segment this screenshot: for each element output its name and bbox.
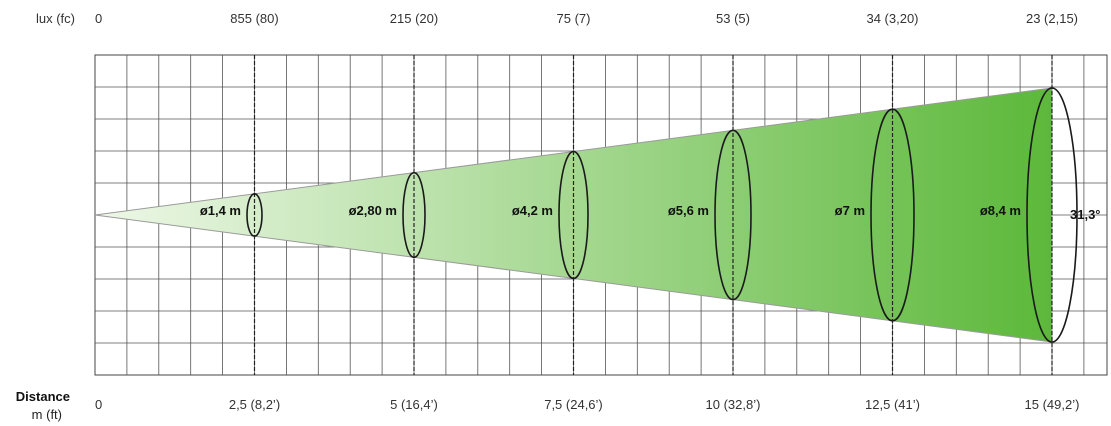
diameter-label: ø1,4 m <box>200 203 241 218</box>
beam-ellipses <box>246 87 1078 343</box>
distance-label: 10 (32,8’) <box>706 397 761 412</box>
diameter-label: ø5,6 m <box>668 203 709 218</box>
lux-label: 53 (5) <box>716 11 750 26</box>
lux-label: 215 (20) <box>390 11 438 26</box>
beam-ellipse <box>402 171 426 259</box>
distance-label: 2,5 (8,2’) <box>229 397 280 412</box>
diameter-label: ø8,4 m <box>980 203 1021 218</box>
lux-label: 0 <box>95 11 102 26</box>
diameter-labels: ø1,4 m ø2,80 m ø4,2 m ø5,6 m ø7 m ø8,4 m <box>200 203 1021 218</box>
distance-label: 12,5 (41’) <box>865 397 920 412</box>
lux-axis-title: lux (fc) <box>36 11 75 26</box>
distance-unit-label: m (ft) <box>32 407 62 422</box>
beam-ellipse <box>714 129 752 301</box>
diameter-label: ø2,80 m <box>349 203 397 218</box>
distance-axis-title: Distance <box>16 389 70 404</box>
distance-label: 5 (16,4’) <box>390 397 438 412</box>
beam-ellipse <box>558 150 589 280</box>
lux-label: 855 (80) <box>230 11 278 26</box>
distance-label: 0 <box>95 397 102 412</box>
lux-label: 75 (7) <box>557 11 591 26</box>
beam-ellipse <box>870 108 915 322</box>
distance-labels: 0 2,5 (8,2’) 5 (16,4’) 7,5 (24,6’) 10 (32,8’… <box>95 397 1079 412</box>
lux-label: 23 (2,15) <box>1026 11 1078 26</box>
lux-labels: 0 855 (80) 215 (20) 75 (7) 53 (5) 34 (3,20) 23… <box>95 11 1078 26</box>
distance-markers <box>253 55 1053 375</box>
diameter-label: ø4,2 m <box>512 203 553 218</box>
lux-label: 34 (3,20) <box>866 11 918 26</box>
beam-ellipse <box>246 193 263 237</box>
distance-label: 7,5 (24,6’) <box>544 397 603 412</box>
beam-angle-label: 31,3° <box>1070 207 1101 222</box>
distance-label: 15 (49,2’) <box>1025 397 1080 412</box>
diameter-label: ø7 m <box>835 203 865 218</box>
beam-ellipse <box>1026 87 1078 343</box>
